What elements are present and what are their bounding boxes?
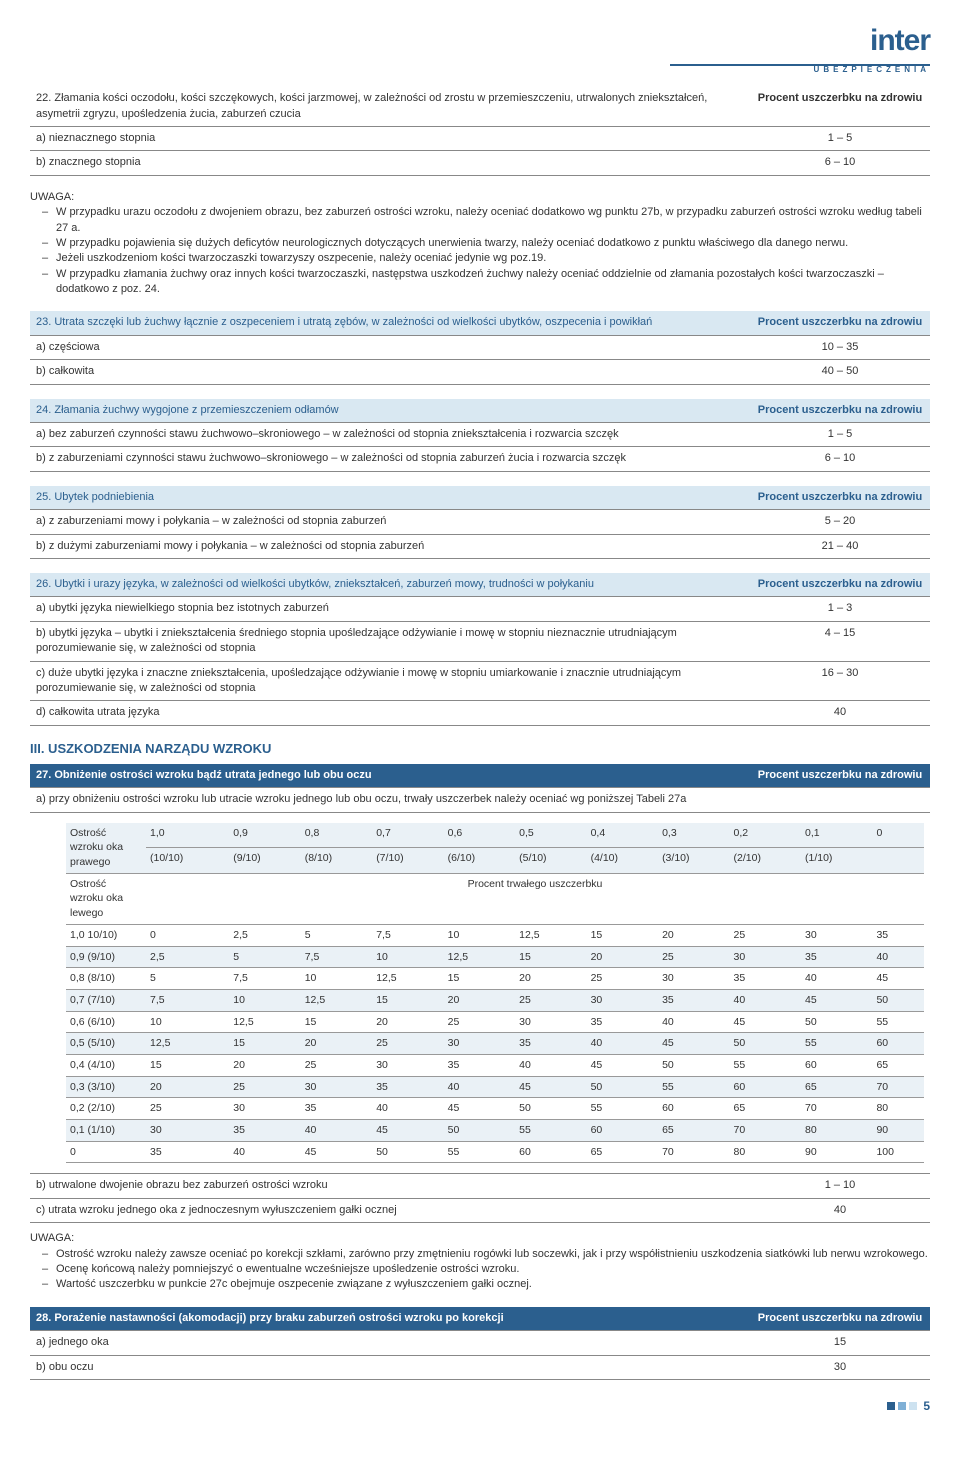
table-24: 24. Złamania żuchwy wygojone z przemiesz… <box>30 399 930 472</box>
uwaga-22: UWAGA: W przypadku urazu oczodołu z dwoj… <box>30 190 930 298</box>
table-22: 22. Złamania kości oczodołu, kości szczę… <box>30 87 930 176</box>
hdr-procent: Procent uszczerbku na zdrowiu <box>750 87 930 126</box>
vision-table: Ostrość wzroku oka prawego1,00,90,80,70,… <box>66 823 924 1164</box>
title-22: 22. Złamania kości oczodołu, kości szczę… <box>30 87 750 126</box>
table-25: 25. Ubytek podniebieniaProcent uszczerbk… <box>30 486 930 559</box>
table-23: 23. Utrata szczęki lub żuchwy łącznie z … <box>30 311 930 384</box>
note-item: Jeżeli uszkodzeniom kości twarzoczaszki … <box>42 251 930 266</box>
section-iii-heading: III. USZKODZENIA NARZĄDU WZROKU <box>30 740 930 758</box>
brand-logo: inter UBEZPIECZENIA <box>30 20 930 75</box>
note-item: Ocenę końcową należy pomniejszyć o ewent… <box>42 1262 930 1277</box>
logo-sub: UBEZPIECZENIA <box>30 64 930 75</box>
note-item: W przypadku pojawienia się dużych deficy… <box>42 236 930 251</box>
table-26: 26. Ubytki i urazy języka, w zależności … <box>30 573 930 726</box>
note-item: Ostrość wzroku należy zawsze oceniać po … <box>42 1247 930 1262</box>
note-item: Wartość uszczerbku w punkcie 27c obejmuj… <box>42 1277 930 1292</box>
note-item: W przypadku urazu oczodołu z dwojeniem o… <box>42 205 930 236</box>
table-28: 28. Porażenie nastawności (akomodacji) p… <box>30 1307 930 1380</box>
uwaga-27: UWAGA: Ostrość wzroku należy zawsze ocen… <box>30 1231 930 1293</box>
note-item: W przypadku złamania żuchwy oraz innych … <box>42 267 930 298</box>
table-27: 27. Obniżenie ostrości wzroku bądź utrat… <box>30 764 930 1223</box>
page-number: 5 <box>30 1398 930 1415</box>
logo-text: inter <box>30 20 930 62</box>
